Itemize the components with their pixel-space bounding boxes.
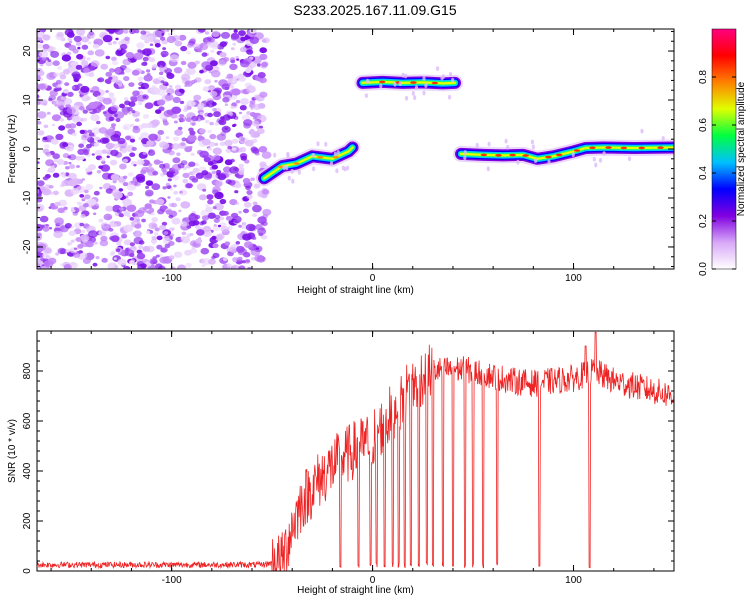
- spectrogram-ytick-label: 0: [22, 146, 33, 152]
- snr-xtick-label: 0: [370, 575, 376, 586]
- snr-xtick-label: 100: [565, 575, 582, 586]
- spectrogram-ytick-label: 10: [22, 94, 33, 106]
- snr-xtick-label: -100: [162, 575, 182, 586]
- snr-ytick-label: 200: [22, 512, 33, 529]
- snr-series: [37, 331, 674, 571]
- snr-axes: -100 0 100 0 200 400 600 800 Height of straight …: [7, 330, 675, 596]
- signal-track-2: [354, 66, 463, 101]
- spectrogram-xtick-label: 100: [565, 273, 582, 284]
- snr-ylabel: SNR (10 * v/v): [7, 419, 18, 483]
- colorbar-tick-label: 0.4: [698, 166, 709, 180]
- snr-ytick-label: 600: [22, 412, 33, 429]
- colorbar-tick-label: 0.0: [698, 262, 709, 276]
- signal-track-1: [256, 139, 361, 187]
- spectrogram-xtick-label: 0: [370, 273, 376, 284]
- snr-xlabel: Height of straight line (km): [297, 585, 414, 596]
- spectrogram-ytick-label: 20: [22, 45, 33, 57]
- snr-ytick-label: 400: [22, 462, 33, 479]
- noise-region: [37, 29, 272, 269]
- colorbar: 0.0 0.2 0.4 0.6 0.8 Normalized spectral ampli…: [698, 28, 747, 276]
- colorbar-label: Normalized spectral amplitude: [736, 81, 747, 216]
- spectrogram-ylabel: Frequency (Hz): [7, 115, 18, 184]
- snr-line: [37, 331, 674, 571]
- spectrogram-xlabel: Height of straight line (km): [297, 285, 414, 296]
- spectrogram-ytick-label: -10: [22, 190, 33, 205]
- signal-track-3: [453, 128, 674, 172]
- colorbar-gradient: [711, 28, 737, 270]
- signal-tracks: [256, 66, 674, 187]
- colorbar-tick-label: 0.2: [698, 214, 709, 228]
- spectrogram-ytick-label: -20: [22, 239, 33, 254]
- figure-title: S233.2025.167.11.09.G15: [293, 2, 457, 18]
- colorbar-tick-label: 0.8: [698, 70, 709, 84]
- snr-ytick-label: 800: [22, 362, 33, 379]
- colorbar-tick-label: 0.6: [698, 118, 709, 132]
- snr-ytick-label: 0: [22, 568, 33, 574]
- snr-panel: -100 0 100 0 200 400 600 800 Height of straight …: [7, 330, 675, 596]
- spectrogram-xtick-label: -100: [162, 273, 182, 284]
